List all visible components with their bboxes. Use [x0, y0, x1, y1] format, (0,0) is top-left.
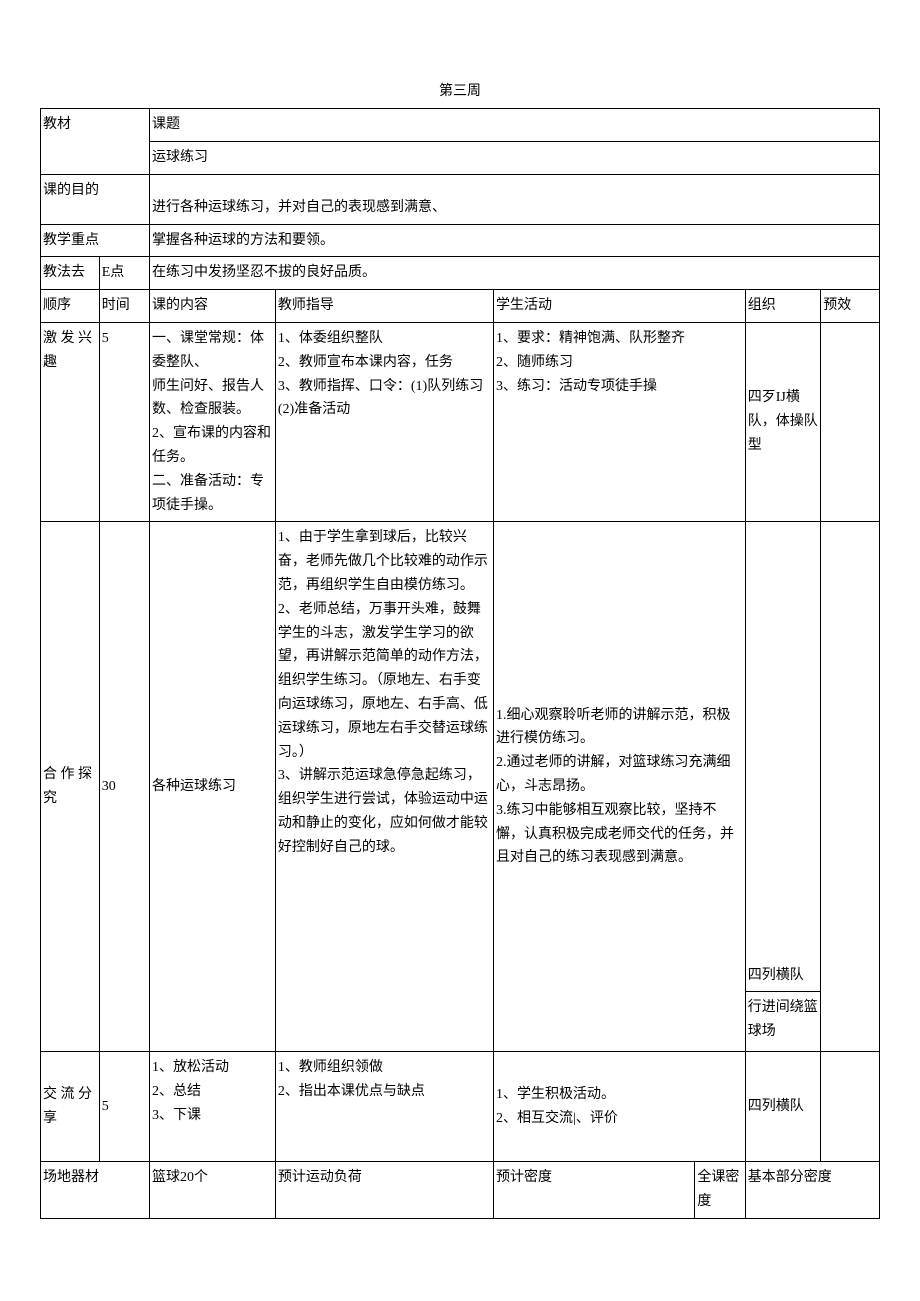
keti-value: 运球练习 [150, 141, 880, 174]
row1-seq: 合 作 探究 [41, 522, 100, 1052]
row2-guide: 1、教师组织领做2、指出本课优点与缺点 [275, 1052, 493, 1162]
col-seq: 顺序 [41, 290, 100, 323]
jiaofa-value: 在练习中发扬坚忍不拔的良好品质。 [150, 257, 880, 290]
col-org: 组织 [745, 290, 821, 323]
keti-label: 课题 [150, 109, 880, 142]
row2-time: 5 [99, 1052, 149, 1162]
yjfh-label: 预计运动负荷 [275, 1162, 493, 1219]
row1-content: 各种运球练习 [150, 522, 276, 1052]
jiaofa-label: 教法去 [41, 257, 100, 290]
page-title: 第三周 [40, 80, 880, 100]
lesson-plan-table: 教材 课题 运球练习 课的目的 进行各种运球练习，并对自己的表现感到满意、 教学… [40, 108, 880, 1219]
row1-guide: 1、由于学生拿到球后，比较兴奋，老师先做几个比较难的动作示范，再组织学生自由模仿… [275, 522, 493, 1052]
row0-eff [821, 322, 880, 521]
yjmd-label: 预计密度 [494, 1162, 695, 1219]
col-guide: 教师指导 [275, 290, 493, 323]
e-label: E点 [99, 257, 149, 290]
col-content: 课的内容 [150, 290, 276, 323]
row1-activity: 1.细心观察聆听老师的讲解示范，积极进行模仿练习。2.通过老师的讲解，对篮球练习… [494, 522, 746, 1052]
row1-time: 30 [99, 522, 149, 1052]
col-eff: 预效 [821, 290, 880, 323]
col-time: 时间 [99, 290, 149, 323]
row1-org: 四列横队 [745, 522, 821, 992]
jiaocai-label: 教材 [41, 109, 150, 175]
row0-org: 四歹IJ横队，体操队型 [745, 322, 821, 521]
row2-org: 四列横队 [745, 1052, 821, 1162]
zhongdian-value: 掌握各种运球的方法和要领。 [150, 224, 880, 257]
row2-activity: 1、学生积极活动。2、相互交流|、评价 [494, 1052, 746, 1162]
row0-seq: 激 发 兴趣 [41, 322, 100, 521]
row0-time: 5 [99, 322, 149, 521]
zhongdian-label: 教学重点 [41, 224, 150, 257]
cdqc-value: 篮球20个 [150, 1162, 276, 1219]
row2-content: 1、放松活动2、总结3、下课 [150, 1052, 276, 1162]
qkmd-label: 全课密度 [695, 1162, 745, 1219]
row1-org2: 行进间绕篮球场 [745, 992, 821, 1052]
mudi-label: 课的目的 [41, 174, 150, 224]
row1-eff [821, 522, 880, 1052]
col-activity: 学生活动 [494, 290, 746, 323]
jbmd-label: 基本部分密度 [745, 1162, 879, 1219]
row2-seq: 交 流 分享 [41, 1052, 100, 1162]
row0-activity: 1、要求：精神饱满、队形整齐2、随师练习3、练习：活动专项徒手操 [494, 322, 746, 521]
row2-eff [821, 1052, 880, 1162]
cdqc-label: 场地器材 [41, 1162, 150, 1219]
mudi-value: 进行各种运球练习，并对自己的表现感到满意、 [150, 174, 880, 224]
row0-guide: 1、体委组织整队2、教师宣布本课内容，任务3、教师指挥、口令：(1)队列练习(2… [275, 322, 493, 521]
row0-content: 一、课堂常规：体委整队、师生问好、报告人数、检查服装。2、宣布课的内容和任务。二… [150, 322, 276, 521]
